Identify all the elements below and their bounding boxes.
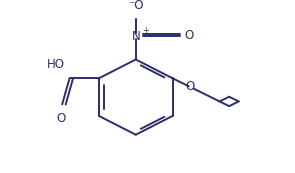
Text: O: O bbox=[186, 80, 195, 93]
Text: ⁻O: ⁻O bbox=[128, 0, 143, 12]
Text: O: O bbox=[56, 112, 65, 125]
Text: N: N bbox=[131, 30, 140, 43]
Text: HO: HO bbox=[47, 58, 65, 71]
Text: +: + bbox=[142, 26, 149, 35]
Text: O: O bbox=[184, 29, 194, 42]
